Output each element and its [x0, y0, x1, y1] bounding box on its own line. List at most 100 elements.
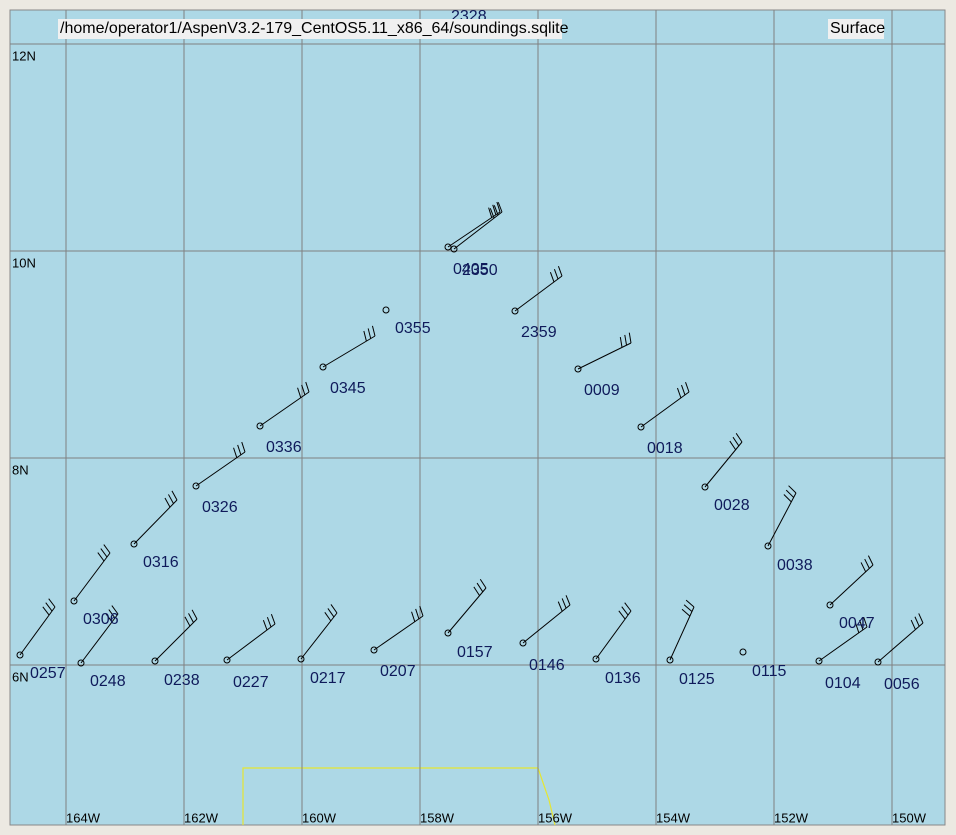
wind-barb [860, 562, 867, 573]
station-marker [444, 243, 452, 251]
wind-barb [324, 612, 332, 622]
wind-barb [237, 444, 242, 456]
station-label: 0405 [453, 261, 489, 278]
station: 0227 [223, 614, 276, 691]
wind-barb [476, 582, 484, 593]
station-label: 0028 [714, 497, 750, 514]
wind-barb [415, 608, 420, 620]
file-path: /home/operator1/AspenV3.2-179_CentOS5.11… [60, 20, 569, 37]
station: 0136 [592, 602, 641, 687]
wind-barb [783, 494, 792, 503]
station-label: 0355 [395, 320, 431, 337]
wind-barb [621, 606, 629, 616]
wind-barb [233, 447, 238, 458]
station-label: 0345 [330, 380, 366, 397]
wind-barb [270, 614, 276, 625]
station: 0326 [192, 441, 246, 516]
wind-barb [168, 494, 174, 504]
station-marker [701, 483, 709, 491]
wind-barb [681, 608, 691, 617]
station-marker [574, 365, 582, 373]
station-marker [815, 657, 823, 665]
map-area [9, 9, 946, 826]
station-marker [764, 542, 772, 550]
wind-barb [492, 204, 497, 215]
wind-barb [785, 489, 795, 498]
wind-barb [557, 601, 563, 612]
station-label: 0217 [310, 670, 346, 687]
station-marker [151, 657, 159, 665]
station: 0217 [297, 604, 346, 687]
lon-label: 150W [892, 810, 927, 825]
station-marker [192, 482, 200, 490]
wind-barb [863, 616, 868, 628]
station-marker [319, 363, 327, 371]
station-marker [70, 597, 78, 605]
wind-barb [171, 490, 178, 501]
station-label: 0056 [884, 676, 920, 693]
wind-barb [618, 610, 626, 620]
wind-barb [619, 337, 623, 348]
station-label: 0306 [83, 611, 119, 628]
wind-barb [488, 207, 493, 218]
wind-barb [867, 555, 874, 566]
station-marker [826, 601, 834, 609]
grid: 12N 10N 8N 6N 164W 162W 160W 158W 156W 154W 152W 15… [10, 10, 945, 825]
station-label: 0038 [777, 557, 813, 574]
wind-barb [549, 271, 555, 283]
wind-shaft [447, 211, 501, 248]
station-label: 2350 [462, 262, 498, 279]
wind-barb [497, 202, 503, 213]
wind-barb [685, 599, 695, 608]
station: 0355 [382, 306, 431, 337]
wind-barb [241, 441, 246, 453]
lat-label: 8N [12, 462, 29, 477]
station-label: 0125 [679, 671, 715, 688]
station-marker [382, 306, 390, 314]
station-marker [223, 656, 231, 664]
wind-shaft [133, 499, 178, 545]
station-marker [666, 656, 674, 664]
wind-barb [910, 619, 916, 630]
wind-barb [100, 548, 108, 558]
station: 0316 [130, 490, 179, 571]
wind-barb [262, 620, 268, 631]
station-marker [297, 655, 305, 663]
station: 0125 [666, 599, 715, 688]
station: 0056 [874, 613, 924, 693]
station-marker [592, 655, 600, 663]
wind-barb [735, 433, 743, 443]
station-label: 0257 [30, 665, 66, 682]
wind-barb [624, 602, 632, 612]
lon-label: 160W [302, 810, 337, 825]
wind-barb [42, 606, 50, 616]
level: Surface [830, 20, 885, 37]
wind-barb [266, 617, 272, 628]
station: 0257 [16, 598, 66, 682]
wind-barb [103, 544, 111, 554]
wind-shaft [522, 604, 571, 644]
station-label: 0336 [266, 439, 302, 456]
wind-barb [164, 497, 171, 508]
lon-label: 158W [420, 810, 455, 825]
station-marker [444, 629, 452, 637]
level-box [828, 19, 884, 39]
wind-barb [301, 384, 306, 396]
wind-barb [188, 613, 194, 623]
wind-barb [411, 611, 416, 622]
wind-barb [363, 330, 367, 342]
station-marker [519, 639, 527, 647]
station: 0405 [444, 201, 501, 278]
lon-label: 162W [184, 810, 219, 825]
station-label: 0238 [164, 672, 200, 689]
station-label: 0104 [825, 675, 861, 692]
wind-barb [788, 485, 797, 494]
station: 0345 [319, 325, 376, 397]
wind-barb [496, 201, 501, 213]
file-box [58, 19, 562, 39]
station: 2359 [511, 266, 563, 341]
wind-shaft [322, 335, 376, 368]
wind-barb [624, 334, 628, 346]
station: 0038 [764, 485, 813, 574]
